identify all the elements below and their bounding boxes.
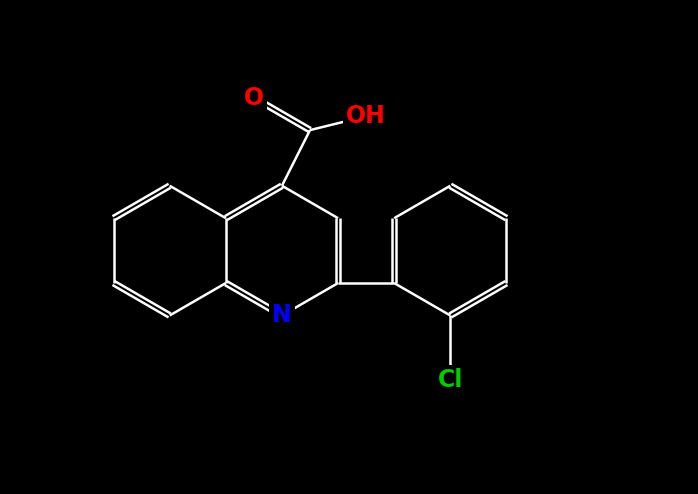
Text: O: O <box>244 85 264 110</box>
Text: N: N <box>272 303 292 328</box>
Text: OH: OH <box>346 104 386 128</box>
Text: Cl: Cl <box>438 369 463 392</box>
